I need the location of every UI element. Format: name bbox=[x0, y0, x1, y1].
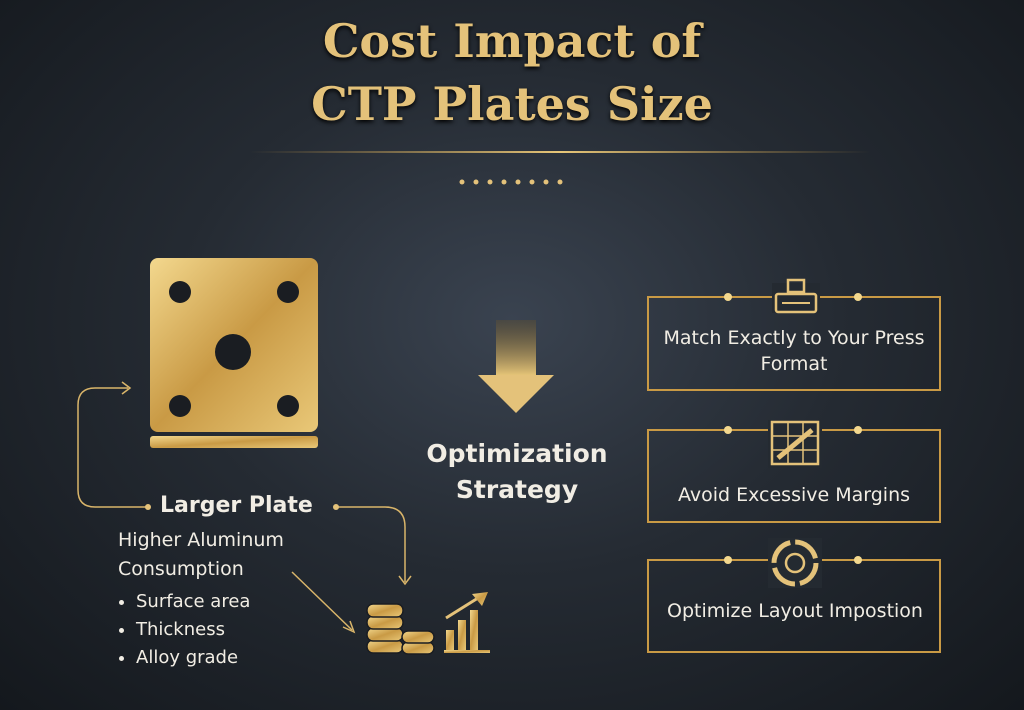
strategy-label: Avoid Excessive Margins bbox=[677, 484, 911, 506]
coins-icon bbox=[366, 603, 435, 655]
connectors bbox=[77, 381, 412, 634]
dot bbox=[333, 504, 339, 510]
dots bbox=[459, 179, 563, 185]
bullet: Thickness bbox=[136, 616, 250, 644]
arrow-head bbox=[478, 375, 554, 413]
left-heading: Larger Plate bbox=[160, 493, 313, 518]
divider bbox=[250, 151, 870, 153]
strategy-label: Match Exactly to Your Press Format bbox=[663, 327, 925, 375]
margin-icon bbox=[768, 420, 822, 468]
bullet: Alloy grade bbox=[136, 644, 250, 672]
press-icon bbox=[772, 278, 820, 314]
title-line: Cost Impact of bbox=[322, 14, 702, 68]
box-dots bbox=[724, 293, 862, 564]
left-subheading: Higher Aluminum Consumption bbox=[118, 529, 284, 580]
arrow-shaft bbox=[496, 320, 536, 376]
plate-holes bbox=[169, 281, 299, 417]
bullet: Surface area bbox=[136, 588, 250, 616]
dot bbox=[145, 504, 151, 510]
title-line: CTP Plates Size bbox=[311, 77, 713, 131]
strategy-label: Optimize Layout Impostion bbox=[667, 600, 923, 622]
left-bullets: Surface area Thickness Alloy grade bbox=[118, 588, 250, 672]
plate-layer bbox=[150, 436, 318, 448]
center-label: Optimization Strategy bbox=[426, 439, 608, 504]
layout-icon bbox=[768, 538, 822, 588]
growth-icon bbox=[444, 592, 490, 653]
